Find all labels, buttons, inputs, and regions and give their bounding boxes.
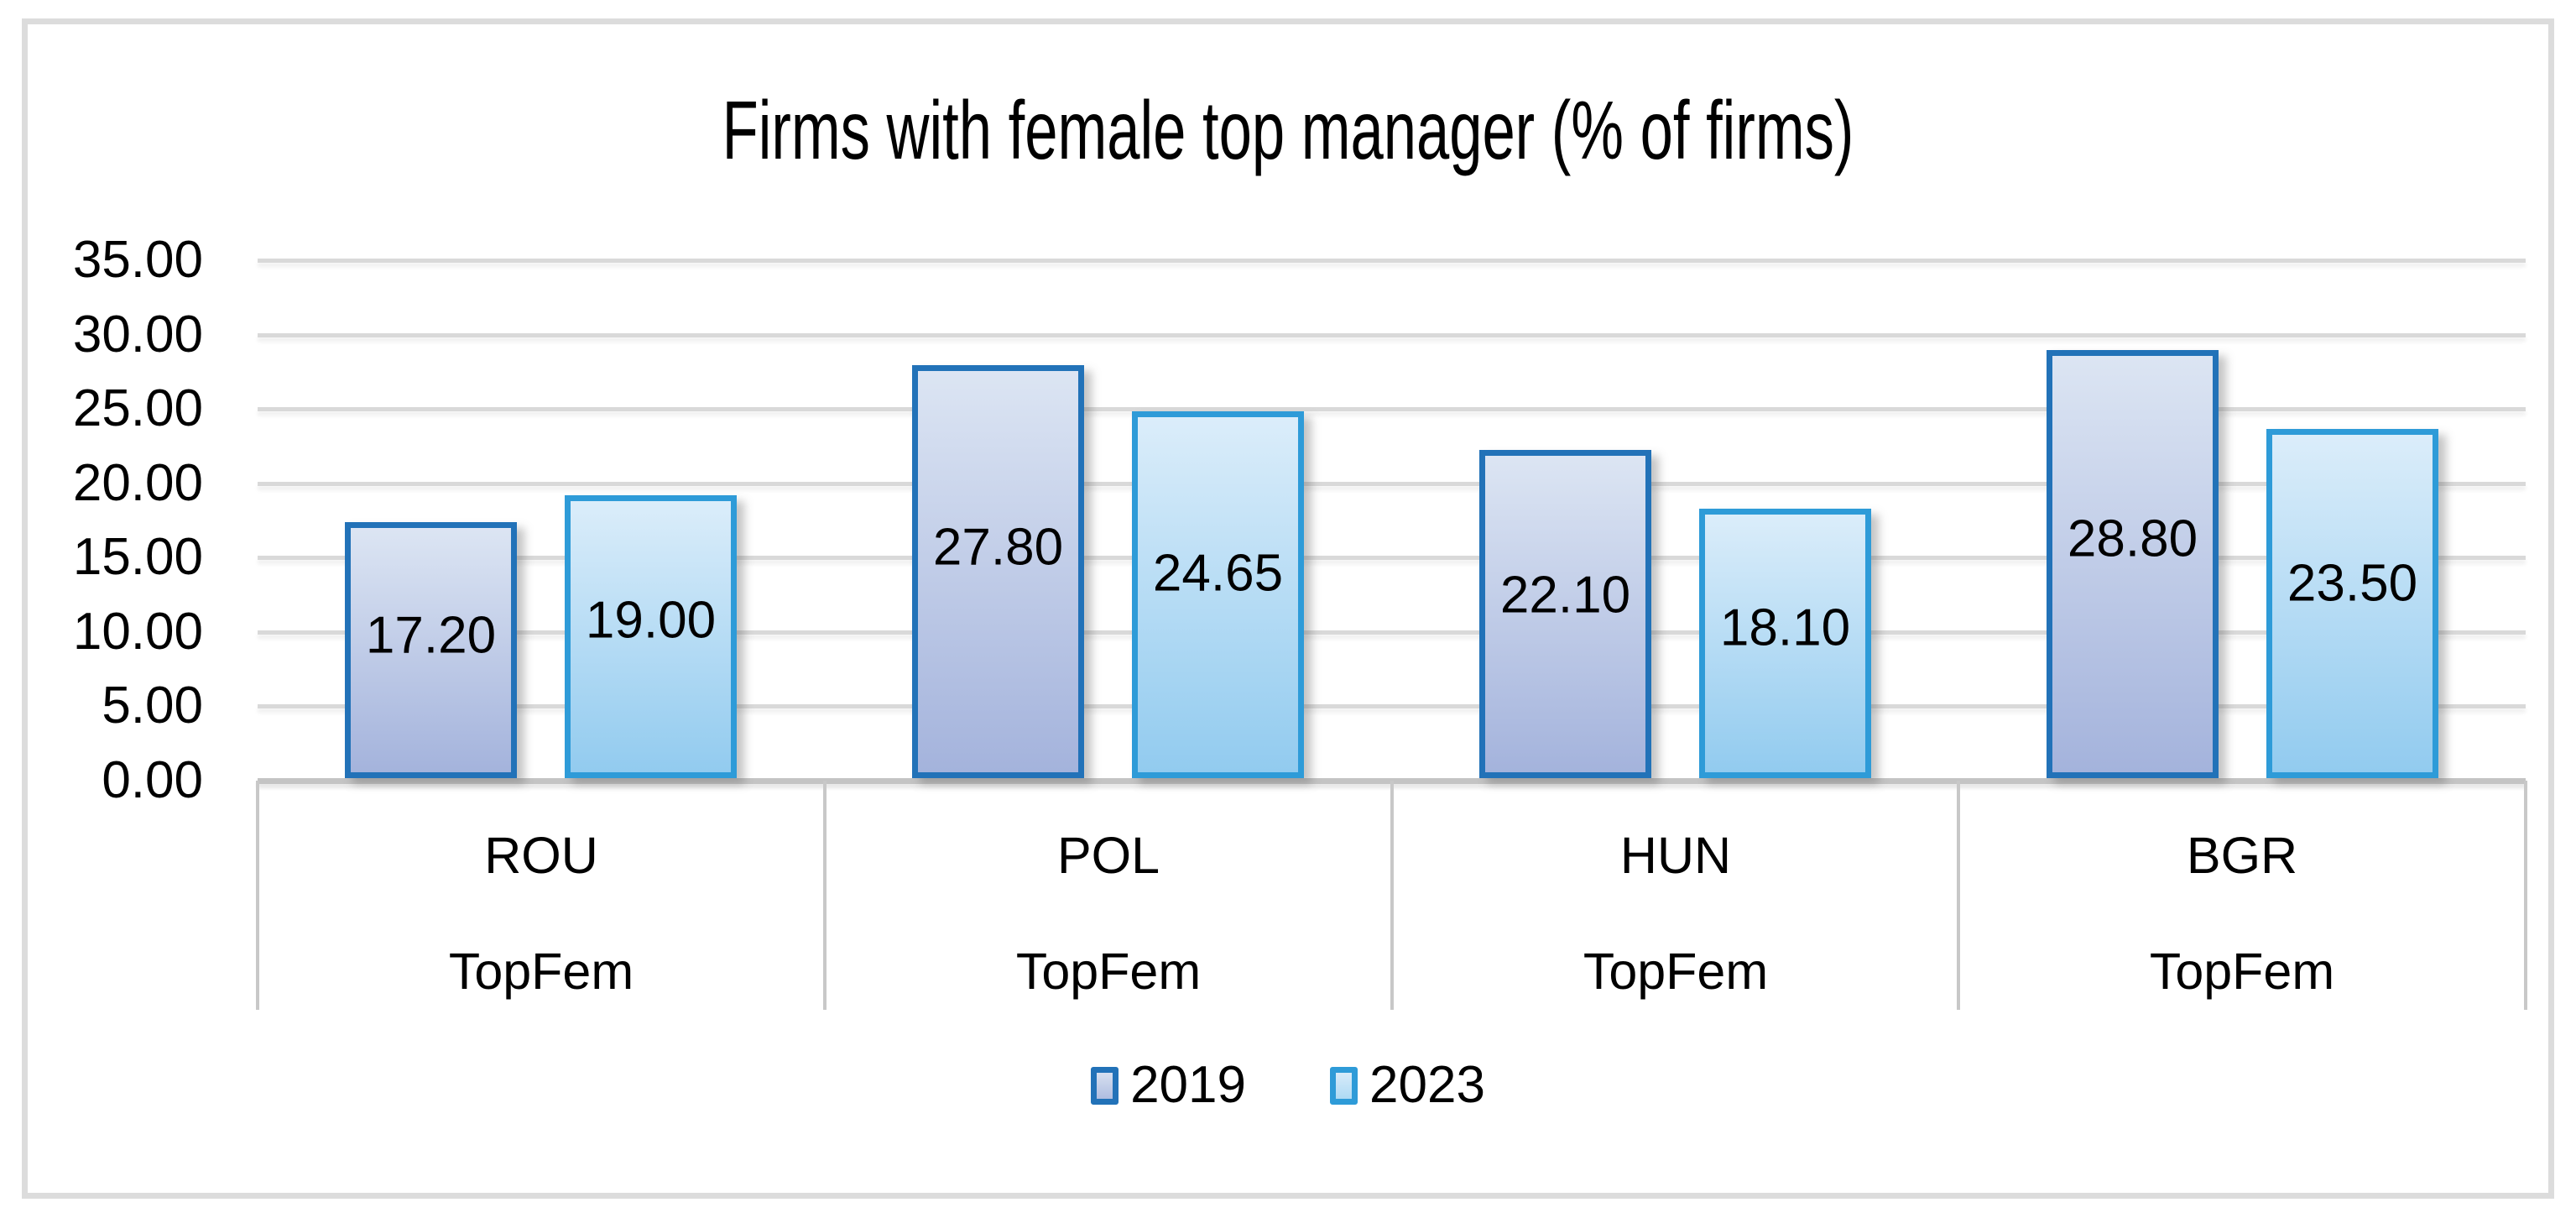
group-label: TopFem (2149, 943, 2335, 1000)
legend-item-label: 2019 (1130, 1056, 1246, 1114)
bar-value-label: 23.50 (2287, 554, 2418, 613)
gridline (258, 704, 2526, 709)
category-label-bgr: BGR (2186, 827, 2298, 884)
group-label: TopFem (448, 943, 634, 1000)
category-divider (2524, 781, 2527, 1010)
bar-value-label: 17.20 (365, 606, 497, 665)
chart-title: Firms with female top manager (% of firm… (722, 84, 1854, 176)
y-tick-label: 35.00 (72, 231, 203, 289)
category-divider (256, 781, 259, 1010)
bar-value-label: 27.80 (932, 518, 1064, 577)
y-tick-label: 15.00 (72, 528, 203, 587)
y-tick-label: 5.00 (102, 677, 203, 735)
bar-2019-BGR: 28.80 (2047, 350, 2219, 778)
legend-item-2023: 2023 (1330, 1059, 1485, 1111)
bar-2019-POL: 27.80 (912, 365, 1084, 778)
y-tick-label: 10.00 (72, 602, 203, 661)
legend: 2019 2023 (0, 1059, 2576, 1111)
bar-value-label: 18.10 (1719, 599, 1851, 657)
legend-item-label: 2023 (1369, 1056, 1485, 1114)
group-label: TopFem (1583, 943, 1769, 1000)
y-tick-label: 0.00 (102, 751, 203, 809)
bar-2023-ROU: 19.00 (565, 495, 737, 778)
group-label: TopFem (1015, 943, 1202, 1000)
bar-value-label: 19.00 (585, 591, 717, 650)
gridline (258, 481, 2526, 486)
gridline (258, 259, 2526, 263)
category-label-pol: POL (1056, 827, 1160, 884)
category-label-rou: ROU (484, 827, 598, 884)
y-tick-label: 20.00 (72, 453, 203, 512)
bar-value-label: 28.80 (2067, 510, 2198, 568)
bar-value-label: 24.65 (1152, 544, 1284, 603)
gridline (258, 556, 2526, 561)
bar-value-label: 22.10 (1499, 566, 1631, 625)
y-tick-label: 30.00 (72, 305, 203, 363)
category-divider (823, 781, 827, 1010)
category-label-hun: HUN (1619, 827, 1732, 884)
bar-2023-HUN: 18.10 (1699, 509, 1871, 778)
category-divider (1390, 781, 1394, 1010)
gridline (258, 332, 2526, 337)
bar-2019-HUN: 22.10 (1479, 450, 1651, 778)
legend-swatch-2019-icon (1091, 1066, 1119, 1105)
gridline (258, 407, 2526, 412)
legend-item-2019: 2019 (1091, 1059, 1246, 1111)
y-tick-label: 25.00 (72, 379, 203, 438)
category-divider (1957, 781, 1960, 1010)
bar-2023-BGR: 23.50 (2266, 429, 2438, 778)
gridline (258, 630, 2526, 635)
bar-2023-POL: 24.65 (1132, 411, 1304, 778)
legend-swatch-2023-icon (1330, 1066, 1358, 1105)
bar-2019-ROU: 17.20 (345, 522, 517, 778)
